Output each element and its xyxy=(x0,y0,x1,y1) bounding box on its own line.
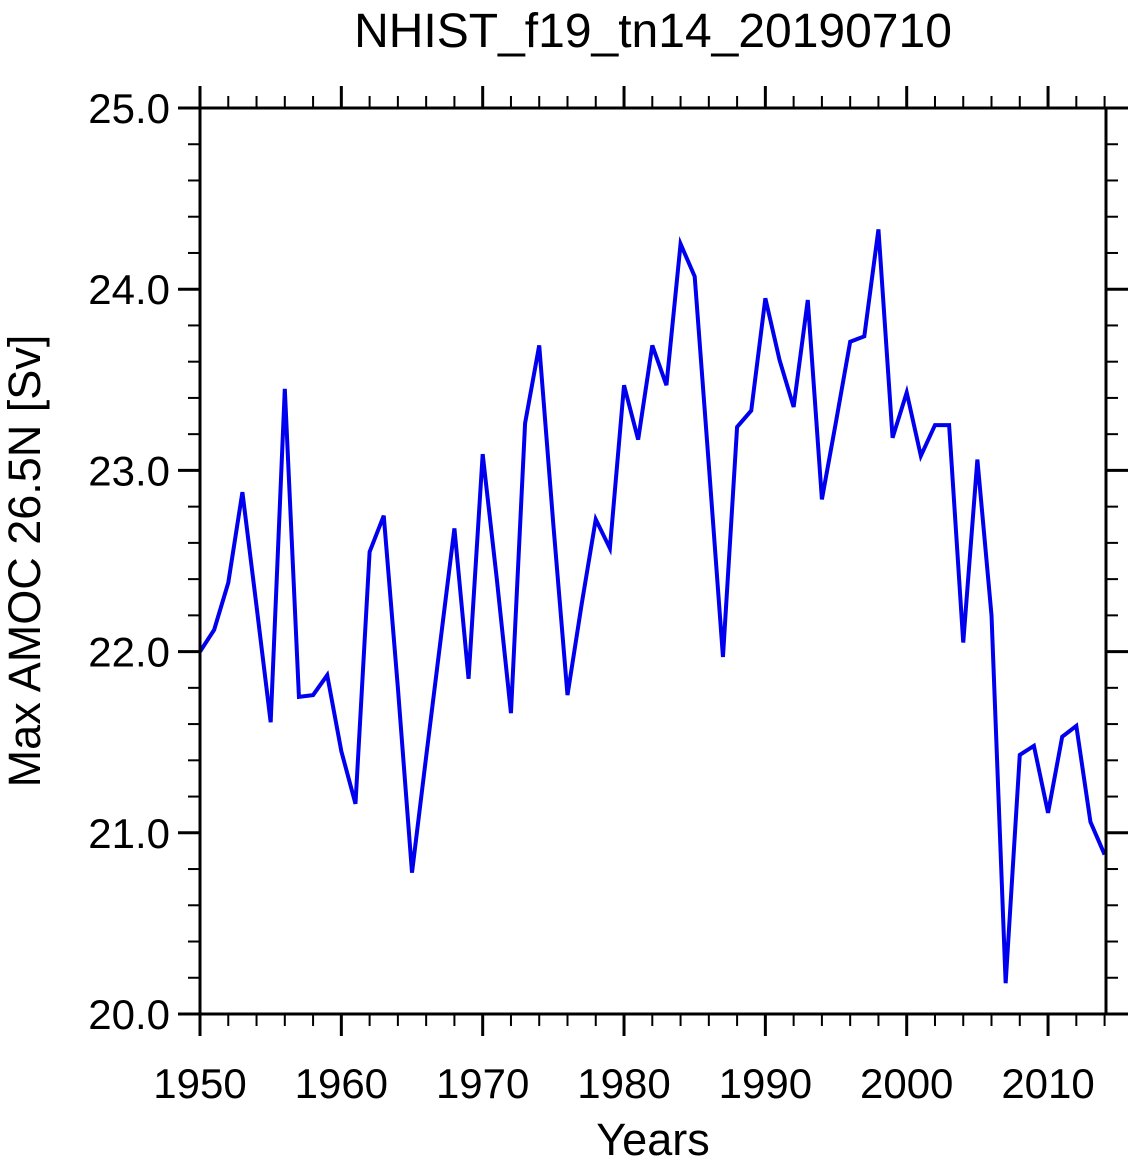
x-tick-label: 1990 xyxy=(719,1060,812,1107)
x-tick-label: 2010 xyxy=(1001,1060,1094,1107)
x-tick-label: 1950 xyxy=(153,1060,246,1107)
y-tick-label: 24.0 xyxy=(88,266,170,313)
plot-frame xyxy=(198,106,1108,1016)
x-axis-label: Years xyxy=(596,1114,709,1165)
x-tick-label: 1980 xyxy=(577,1060,670,1107)
axis-tick-labels: 1950 1960 1970 1980 1990 2000 2010 20.0 21.0 22.0… xyxy=(88,85,1095,1107)
amoc-line xyxy=(198,229,1107,984)
y-tick-label: 25.0 xyxy=(88,85,170,132)
y-tick-label: 20.0 xyxy=(88,991,170,1038)
axis-ticks xyxy=(178,86,1128,1036)
y-tick-label: 23.0 xyxy=(88,447,170,494)
y-axis-label: Max AMOC 26.5N [Sv] xyxy=(0,335,50,788)
x-tick-label: 1960 xyxy=(295,1060,388,1107)
x-tick-label: 2000 xyxy=(860,1060,953,1107)
chart-title: NHIST_f19_tn14_20190710 xyxy=(354,5,952,58)
y-tick-label: 21.0 xyxy=(88,810,170,857)
data-line xyxy=(198,229,1107,984)
x-tick-label: 1970 xyxy=(436,1060,529,1107)
y-tick-label: 22.0 xyxy=(88,629,170,676)
